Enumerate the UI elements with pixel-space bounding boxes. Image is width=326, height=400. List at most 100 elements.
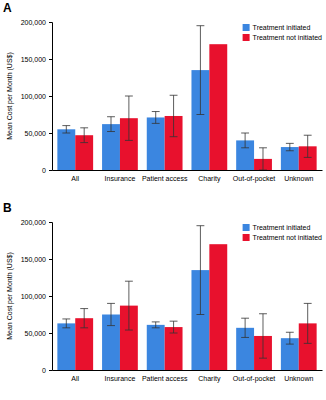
tick: 0 bbox=[42, 167, 52, 174]
tick-mark bbox=[49, 333, 52, 334]
bar bbox=[147, 117, 165, 170]
legend-item: Treatment initiated bbox=[243, 24, 311, 31]
error-bar bbox=[241, 133, 249, 148]
tick-label: 100,000 bbox=[21, 293, 46, 300]
tick-label: 200,000 bbox=[21, 219, 46, 226]
error-bar bbox=[196, 226, 204, 315]
legend-label: Treatment initiated bbox=[253, 224, 311, 231]
tick-label: Out-of-pocket bbox=[233, 175, 275, 183]
legend-item: Treatment initiated bbox=[243, 224, 311, 231]
axis-line bbox=[53, 170, 323, 171]
tick: Patient access bbox=[142, 370, 188, 382]
tick-mark bbox=[49, 170, 52, 171]
axis-line bbox=[53, 370, 323, 371]
tick-label: Insurance bbox=[105, 175, 136, 182]
error-bar bbox=[107, 303, 115, 325]
axis-title: Mean Cost per Month (US$) bbox=[6, 252, 14, 340]
marks bbox=[57, 226, 316, 370]
tick-label: 50,000 bbox=[25, 130, 47, 137]
error-bar bbox=[241, 318, 249, 337]
error-bar bbox=[80, 309, 88, 328]
panel-label: A bbox=[3, 1, 12, 15]
tick: All bbox=[71, 370, 79, 382]
tick: Insurance bbox=[105, 370, 136, 382]
legend-swatch bbox=[243, 34, 250, 41]
tick-label: 50,000 bbox=[25, 330, 47, 337]
error-bar bbox=[125, 281, 133, 330]
bar bbox=[57, 323, 75, 370]
tick: 150,000 bbox=[21, 56, 52, 63]
tick-mark bbox=[49, 222, 52, 223]
tick: Out-of-pocket bbox=[233, 170, 275, 183]
tick-label: Charity bbox=[198, 175, 221, 183]
bar bbox=[57, 129, 75, 170]
tick-label: Unknown bbox=[284, 375, 313, 382]
panel: 0 50,000 100,000 150,000 200,000 All Insurance… bbox=[3, 201, 323, 383]
legend-item: Treatment not initiated bbox=[243, 234, 322, 241]
tick: 100,000 bbox=[21, 93, 52, 100]
error-bar bbox=[152, 112, 160, 124]
error-bar bbox=[62, 126, 70, 133]
axis-title: Mean Cost per Month (US$) bbox=[6, 52, 14, 140]
tick: Charity bbox=[198, 370, 221, 383]
x-axis: All Insurance Patient access Charity Out-of-… bbox=[53, 370, 323, 383]
error-bar bbox=[170, 95, 178, 136]
tick-label: Patient access bbox=[142, 375, 188, 382]
tick: Out-of-pocket bbox=[233, 370, 275, 383]
legend-label: Treatment initiated bbox=[253, 24, 311, 31]
legend-label: Treatment not initiated bbox=[253, 234, 322, 241]
error-bar bbox=[304, 303, 312, 343]
tick: 200,000 bbox=[21, 219, 52, 226]
error-bar bbox=[304, 135, 312, 157]
tick: Unknown bbox=[284, 170, 313, 182]
tick-mark bbox=[49, 59, 52, 60]
error-bar bbox=[286, 143, 294, 150]
tick: 150,000 bbox=[21, 256, 52, 263]
error-bar bbox=[80, 128, 88, 143]
marks bbox=[57, 26, 316, 170]
legend: Treatment initiated Treatment not initiat… bbox=[243, 224, 322, 241]
tick-mark bbox=[49, 133, 52, 134]
error-bar bbox=[259, 148, 267, 170]
x-axis: All Insurance Patient access Charity Out-of-… bbox=[53, 170, 323, 183]
tick-label: 0 bbox=[42, 367, 46, 374]
bar bbox=[165, 327, 183, 370]
error-bar bbox=[259, 314, 267, 358]
y-axis: 0 50,000 100,000 150,000 200,000 bbox=[21, 219, 53, 374]
plot-area: 0 50,000 100,000 150,000 200,000 All Insurance… bbox=[21, 19, 323, 183]
tick-label: Unknown bbox=[284, 175, 313, 182]
axis-line bbox=[49, 223, 53, 371]
tick: 50,000 bbox=[25, 130, 52, 137]
tick-mark bbox=[49, 370, 52, 371]
panel-label: B bbox=[3, 201, 12, 215]
error-bar bbox=[107, 117, 115, 132]
figure: 0 50,000 100,000 150,000 200,000 All Insurance… bbox=[0, 0, 326, 400]
tick: 200,000 bbox=[21, 19, 52, 26]
legend-label: Treatment not initiated bbox=[253, 34, 322, 41]
tick: 100,000 bbox=[21, 293, 52, 300]
tick-mark bbox=[49, 96, 52, 97]
tick-label: Patient access bbox=[142, 175, 188, 182]
tick: 0 bbox=[42, 367, 52, 374]
axis-line bbox=[49, 23, 53, 171]
tick-label: All bbox=[71, 175, 79, 182]
tick: Patient access bbox=[142, 170, 188, 182]
legend-swatch bbox=[243, 224, 250, 231]
tick-label: 200,000 bbox=[21, 19, 46, 26]
tick-mark bbox=[49, 22, 52, 23]
error-bar bbox=[152, 322, 160, 328]
bar bbox=[209, 244, 227, 370]
tick-label: Charity bbox=[198, 375, 221, 383]
panel: 0 50,000 100,000 150,000 200,000 All Insurance… bbox=[3, 1, 323, 183]
tick-label: 150,000 bbox=[21, 56, 46, 63]
legend: Treatment initiated Treatment not initiat… bbox=[243, 24, 322, 41]
plot-area: 0 50,000 100,000 150,000 200,000 All Insurance… bbox=[21, 219, 323, 383]
error-bar bbox=[196, 26, 204, 115]
tick-label: 0 bbox=[42, 167, 46, 174]
tick: Unknown bbox=[284, 370, 313, 382]
bar bbox=[209, 44, 227, 170]
tick-label: 150,000 bbox=[21, 256, 46, 263]
tick-label: Insurance bbox=[105, 375, 136, 382]
tick-label: All bbox=[71, 375, 79, 382]
error-bar bbox=[125, 96, 133, 140]
